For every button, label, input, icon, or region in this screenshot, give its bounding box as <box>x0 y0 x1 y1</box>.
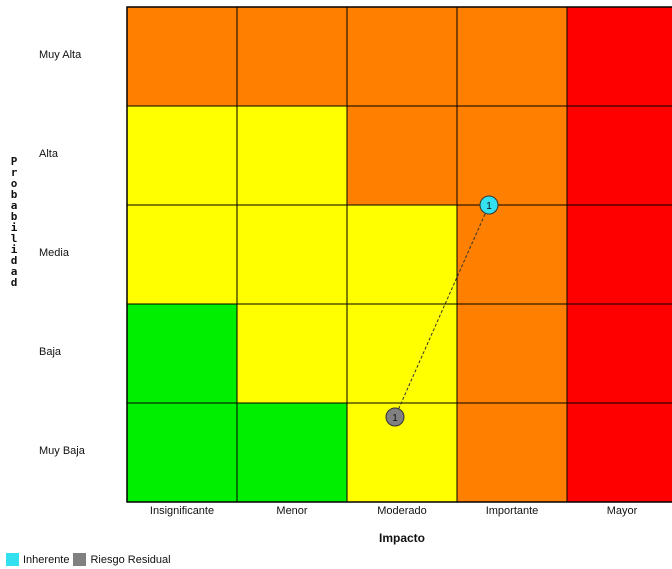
matrix-cell-alta-importante <box>456 105 568 206</box>
matrix-cell-alta-menor <box>236 105 348 206</box>
y-tick-label: Alta <box>39 147 58 160</box>
legend-item: Inherente <box>6 553 69 566</box>
residual-risk-marker[interactable]: 1 <box>385 407 405 427</box>
matrix-border <box>126 6 672 503</box>
inherent-risk-marker[interactable]: 1 <box>479 195 499 215</box>
legend-label: Inherente <box>23 553 70 566</box>
legend-item: Riesgo Residual <box>73 553 171 566</box>
marker-label: 1 <box>392 413 398 424</box>
matrix-cell-media-insignificante <box>126 204 238 305</box>
matrix-cell-muy-alta-importante <box>456 6 568 107</box>
x-tick-label: Mayor <box>606 505 638 517</box>
matrix-cell-media-mayor <box>566 204 672 305</box>
legend-swatch <box>73 553 87 566</box>
legend: Inherente Riesgo Residual <box>6 553 175 566</box>
marker-label: 1 <box>486 201 492 212</box>
matrix-cell-baja-importante <box>456 303 568 404</box>
matrix-cell-media-menor <box>236 204 348 305</box>
legend-swatch <box>6 553 19 566</box>
x-tick-label: Menor <box>276 505 308 517</box>
matrix-cell-muy-baja-mayor <box>566 402 672 503</box>
x-tick-label: Importante <box>485 505 539 517</box>
matrix-cell-muy-alta-mayor <box>566 6 672 107</box>
matrix-cell-muy-alta-insignificante <box>126 6 238 107</box>
matrix-cell-media-importante <box>456 204 568 305</box>
matrix-cell-muy-alta-moderado <box>346 6 458 107</box>
risk-connector-line <box>394 204 490 418</box>
y-tick-label: Muy Alta <box>39 48 82 61</box>
matrix-cell-baja-mayor <box>566 303 672 404</box>
legend-label: Riesgo Residual <box>90 553 171 566</box>
matrix-cell-alta-moderado <box>346 105 458 206</box>
matrix-cell-muy-baja-importante <box>456 402 568 503</box>
x-tick-label: Moderado <box>377 505 427 517</box>
matrix-cell-alta-mayor <box>566 105 672 206</box>
y-axis-title: Probabilidad <box>10 155 18 289</box>
x-tick-label: Insignificante <box>149 505 215 517</box>
matrix-cell-baja-insignificante <box>126 303 238 404</box>
matrix-cell-muy-alta-menor <box>236 6 348 107</box>
marker-circle <box>385 407 405 427</box>
matrix-cell-baja-moderado <box>346 303 458 404</box>
matrix-cell-alta-insignificante <box>126 105 238 206</box>
y-tick-label: Media <box>39 246 69 259</box>
marker-circle <box>479 195 499 215</box>
matrix-cell-media-moderado <box>346 204 458 305</box>
matrix-cell-baja-menor <box>236 303 348 404</box>
matrix-cell-muy-baja-insignificante <box>126 402 238 503</box>
y-tick-label: Baja <box>39 345 62 358</box>
matrix-cell-muy-baja-menor <box>236 402 348 503</box>
y-tick-label: Muy Baja <box>39 444 85 457</box>
x-axis-title: Impacto <box>378 531 425 545</box>
